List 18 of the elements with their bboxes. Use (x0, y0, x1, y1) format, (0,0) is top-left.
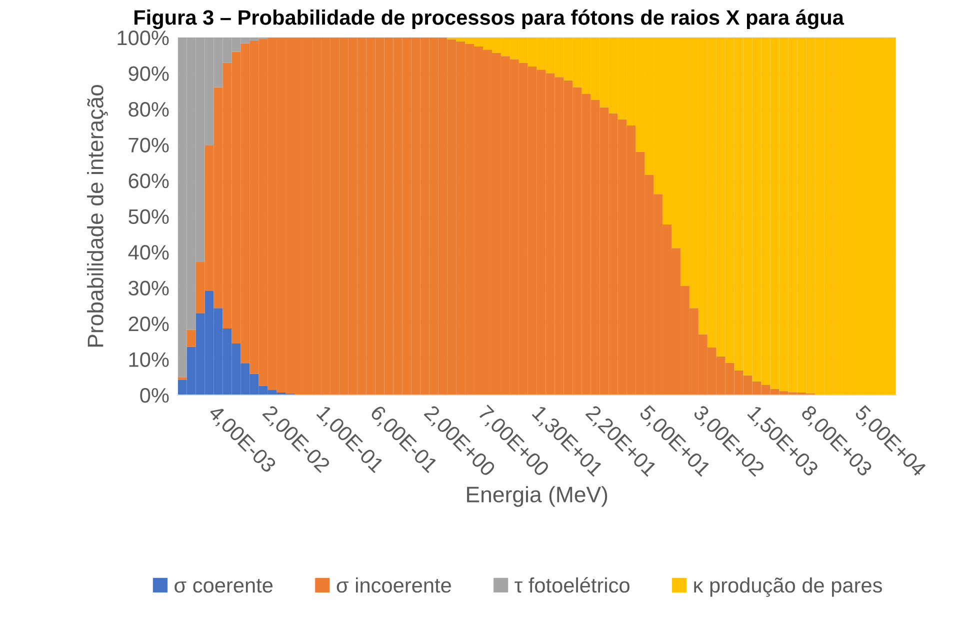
y-tick-label: 80% (128, 102, 169, 117)
y-tick-label: 90% (128, 66, 169, 82)
legend-label: σ incoerente (336, 577, 451, 593)
legend-label: σ coerente (174, 578, 273, 593)
x-axis-title: Energia (MeV) (467, 486, 608, 507)
legend-label: κ produção de pares (694, 577, 882, 597)
y-axis-title: Probabilidade de interação (87, 84, 108, 347)
chart-title: Figura 3 – Probabilidade de processos para fótons de raios X para água (134, 9, 844, 30)
y-tick-label: 60% (128, 174, 169, 188)
y-tick-label: 100% (118, 30, 169, 46)
y-tick-label: 20% (128, 316, 169, 332)
y-tick-label: 40% (128, 245, 169, 260)
y-tick-label: 50% (128, 209, 169, 224)
y-tick-label: 0% (140, 388, 169, 403)
y-tick-label: 30% (128, 280, 169, 296)
legend-label: τ fotoelétrico (514, 577, 630, 593)
y-tick-label: 10% (129, 352, 169, 368)
y-tick-label: 70% (128, 138, 169, 153)
